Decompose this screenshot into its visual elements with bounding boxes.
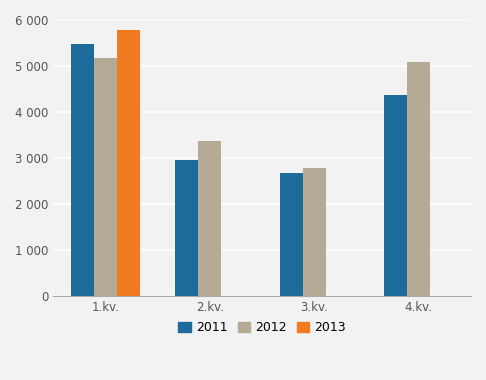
Bar [280,173,303,296]
Bar [198,141,222,296]
Bar [94,58,117,296]
Bar [71,44,94,296]
Legend: 2011, 2012, 2013: 2011, 2012, 2013 [174,316,351,339]
Bar [407,62,430,296]
Bar [175,160,198,296]
Bar [384,95,407,296]
Bar [117,30,140,296]
Bar [303,168,326,296]
